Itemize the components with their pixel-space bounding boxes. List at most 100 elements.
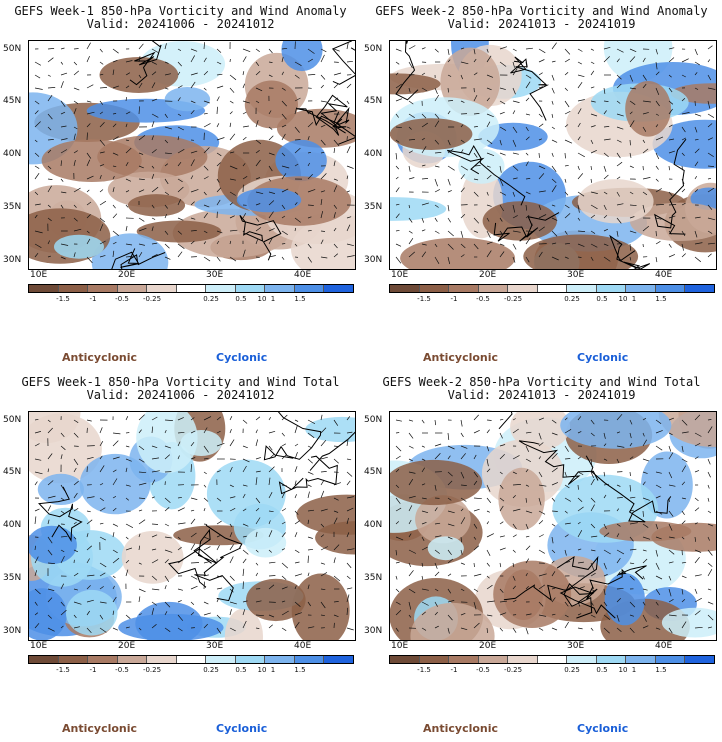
wind-vector <box>151 98 158 102</box>
wind-vector <box>242 620 247 629</box>
colorbar-swatch <box>567 285 597 292</box>
wind-vector <box>151 416 158 421</box>
wind-vector <box>473 454 477 460</box>
wind-vector <box>73 204 77 208</box>
wind-vector <box>512 455 520 460</box>
wind-vector <box>34 214 38 219</box>
wind-vector <box>551 482 559 486</box>
wind-vector <box>268 530 273 538</box>
vorticity-patch <box>658 412 716 447</box>
wind-vector <box>99 572 106 577</box>
panel-title: GEFS Week-2 850-hPa Vorticity and Wind T… <box>382 375 701 389</box>
wind-vector <box>242 176 248 180</box>
wind-vector <box>320 456 328 460</box>
colorbar-scale: 10 <box>618 295 628 303</box>
colorbar-swatch <box>117 285 148 292</box>
wind-vector <box>86 585 91 590</box>
wind-vector <box>138 429 142 434</box>
wind-vector <box>151 559 159 564</box>
wind-vector <box>138 217 145 222</box>
wind-vector <box>486 533 494 538</box>
wind-vector <box>629 471 631 477</box>
wind-vector <box>281 575 287 581</box>
wind-vector <box>138 471 147 474</box>
wind-vector <box>268 614 275 618</box>
wind-vector <box>268 200 275 206</box>
wind-vector <box>47 468 50 473</box>
lat-label: 40N <box>3 149 22 159</box>
colorbar-swatch <box>537 656 568 663</box>
wind-vector <box>590 204 598 210</box>
wind-vector <box>203 204 210 208</box>
wind-vector <box>590 139 594 145</box>
wind-vector <box>203 623 208 629</box>
wind-vector <box>551 100 554 105</box>
colorbar-swatch <box>449 656 479 663</box>
colorbar-swatch <box>58 656 89 663</box>
wind-vector <box>512 87 516 95</box>
colorbar-tick: 0.25 <box>564 295 580 303</box>
wind-vector <box>151 575 158 581</box>
wind-vector <box>151 71 157 76</box>
wind-vector <box>190 81 196 89</box>
wind-vector <box>681 481 686 486</box>
wind-vector <box>564 124 569 128</box>
wind-vector <box>551 419 557 424</box>
wind-vector <box>346 458 352 461</box>
wind-vector <box>268 236 274 245</box>
wind-vector <box>551 74 555 81</box>
wind-vector <box>577 416 582 421</box>
wind-vector <box>125 190 130 193</box>
wind-vector <box>346 431 353 434</box>
wind-vector <box>86 55 90 63</box>
colorbar-swatch <box>235 285 266 292</box>
wind-vector <box>34 443 40 447</box>
wind-vector <box>434 611 438 616</box>
coastline <box>518 440 599 485</box>
wind-vector <box>216 123 220 128</box>
wind-vector <box>346 496 354 499</box>
wind-vector <box>60 497 64 501</box>
wind-vector <box>681 536 685 540</box>
wind-vector <box>86 189 90 193</box>
wind-vector <box>499 547 506 551</box>
wind-vector <box>512 599 517 603</box>
wind-vector <box>294 217 301 223</box>
wind-vector <box>138 243 145 246</box>
wind-vector <box>421 458 426 461</box>
wind-vector <box>190 175 194 180</box>
wind-vector <box>655 523 659 530</box>
wind-vector <box>460 445 468 449</box>
wind-vector <box>707 588 712 591</box>
wind-vector <box>190 240 195 245</box>
wind-vector <box>346 562 352 569</box>
wind-vector <box>177 455 180 460</box>
wind-vector <box>177 48 182 52</box>
wind-vector <box>434 230 440 234</box>
wind-vector <box>603 256 611 262</box>
wind-vector <box>629 100 636 105</box>
wind-vector <box>320 173 327 180</box>
vorticity-patch <box>29 412 81 443</box>
wind-vector <box>73 217 78 222</box>
wind-vector <box>655 188 662 193</box>
wind-vector <box>125 626 130 629</box>
colorbar-swatch <box>88 285 118 292</box>
colorbar-swatch <box>324 285 354 292</box>
wind-vector <box>125 536 129 540</box>
wind-vector <box>125 484 131 487</box>
wind-vector <box>190 575 198 580</box>
wind-vector <box>681 599 686 603</box>
wind-vector <box>164 601 171 608</box>
wind-vector <box>525 97 530 102</box>
wind-vector <box>60 609 67 616</box>
wind-vector <box>395 601 401 605</box>
lat-label: 40N <box>364 520 383 530</box>
wind-vector <box>112 187 115 193</box>
wind-vector <box>525 458 531 463</box>
wind-vector <box>307 491 310 499</box>
wind-vector <box>577 165 580 171</box>
vorticity-patch <box>390 118 473 150</box>
wind-vector <box>34 87 43 90</box>
wind-vector <box>616 597 621 603</box>
